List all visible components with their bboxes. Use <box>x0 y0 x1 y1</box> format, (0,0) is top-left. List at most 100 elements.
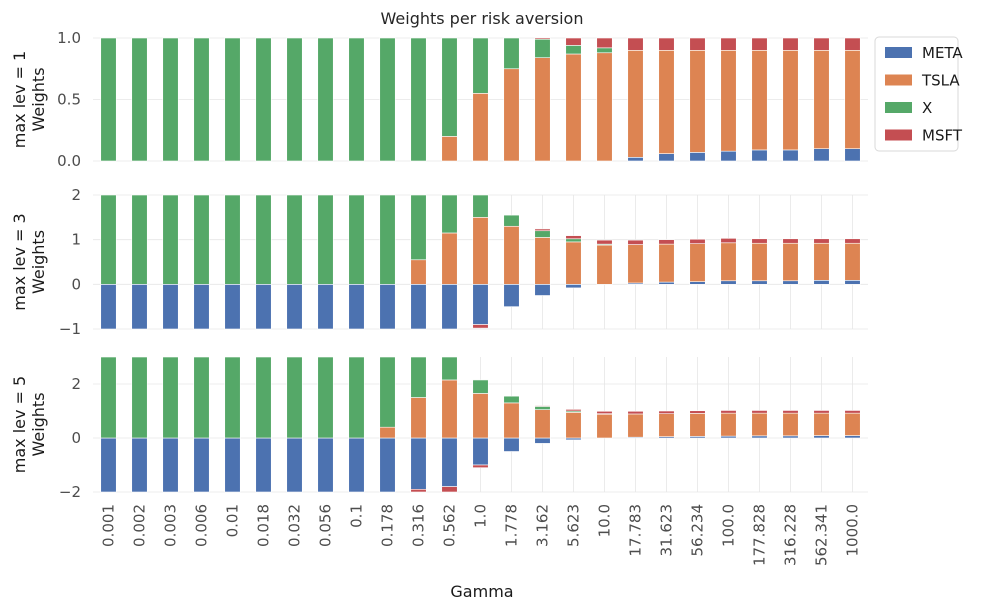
bar-tsla <box>441 379 458 439</box>
bar-meta <box>317 284 334 330</box>
bar-x <box>100 37 117 162</box>
x-tick-label: 5.623 <box>565 504 583 547</box>
bar-x <box>441 356 458 381</box>
bar-x <box>534 406 551 410</box>
bar-meta <box>224 284 241 330</box>
y-tick-label: 0.0 <box>57 152 81 170</box>
bar-tsla <box>689 49 706 153</box>
bar-msft <box>658 37 675 51</box>
bar-msft <box>689 37 706 51</box>
bar-tsla <box>844 412 861 436</box>
bar-tsla <box>751 412 768 437</box>
bar-x <box>286 37 303 162</box>
x-tick-label: 562.341 <box>813 504 831 566</box>
bar-meta <box>658 281 675 285</box>
bar-meta <box>720 280 737 285</box>
bar-meta <box>193 437 210 493</box>
y-tick-label: 2 <box>71 375 81 393</box>
x-tick-label: 0.032 <box>286 504 304 547</box>
bar-msft <box>720 37 737 51</box>
bar-msft <box>596 37 613 49</box>
bar-x <box>472 194 489 218</box>
bar-msft <box>565 37 582 46</box>
bar-msft <box>844 410 861 414</box>
bar-meta <box>193 284 210 330</box>
bar-x <box>100 194 117 285</box>
bar-x <box>131 356 148 439</box>
x-tick-label: 0.006 <box>193 504 211 547</box>
bar-x <box>410 37 427 162</box>
y-tick-label: 0 <box>71 275 81 293</box>
bar-msft <box>813 37 830 51</box>
bar-meta <box>503 437 520 452</box>
x-tick-label: 56.234 <box>689 504 707 557</box>
bar-tsla <box>410 259 427 285</box>
x-tick-label: 0.178 <box>379 504 397 547</box>
x-tick-label: 0.1 <box>348 504 366 528</box>
bar-x <box>379 356 396 428</box>
x-tick-label: 100.0 <box>720 504 738 547</box>
bar-meta <box>503 284 520 307</box>
bar-x <box>441 194 458 234</box>
bar-meta <box>100 284 117 330</box>
bar-msft <box>627 239 644 245</box>
bar-msft <box>844 238 861 244</box>
x-tick-label: 1.778 <box>503 504 521 547</box>
bar-meta <box>627 157 644 162</box>
bar-meta <box>379 284 396 330</box>
bar-msft <box>472 324 489 329</box>
bar-msft <box>534 228 551 232</box>
bar-msft <box>689 410 706 414</box>
bar-tsla <box>844 242 861 281</box>
x-tick-label: 0.562 <box>441 504 459 547</box>
bar-tsla <box>658 243 675 283</box>
bar-meta <box>689 152 706 162</box>
bar-meta <box>751 280 768 285</box>
bar-meta <box>379 437 396 493</box>
panel-1: 0.0 0.5 1.0 max lev = 1Weights <box>10 29 868 170</box>
bar-msft <box>627 37 644 51</box>
bar-x <box>255 194 272 285</box>
bar-meta <box>813 148 830 162</box>
bar-msft <box>627 410 644 415</box>
bar-x <box>348 356 365 439</box>
bar-meta <box>472 284 489 325</box>
bar-tsla <box>379 426 396 439</box>
bar-x <box>565 45 582 55</box>
bar-x <box>162 194 179 285</box>
y-tick-label: 2 <box>71 186 81 204</box>
x-tick-label: 0.001 <box>100 504 118 547</box>
bar-meta <box>751 435 768 439</box>
bar-msft <box>441 486 458 493</box>
bar-tsla <box>596 52 613 162</box>
x-tick-label: 177.828 <box>751 504 769 566</box>
bar-meta <box>782 435 799 439</box>
bar-tsla <box>844 49 861 150</box>
bar-meta <box>844 435 861 439</box>
bar-meta <box>720 150 737 162</box>
bar-tsla <box>720 242 737 282</box>
bar-msft <box>751 37 768 51</box>
bar-x <box>348 194 365 285</box>
legend-label-x: X <box>922 99 932 117</box>
bar-tsla <box>472 217 489 285</box>
bar-msft <box>534 37 551 40</box>
y-axis-label: max lev = 1Weights <box>10 51 48 148</box>
bar-meta <box>689 281 706 285</box>
bar-meta <box>348 284 365 330</box>
bar-tsla <box>782 242 799 282</box>
bar-tsla <box>689 413 706 437</box>
legend-label-msft: MSFT <box>922 127 963 145</box>
x-tick-label: 17.783 <box>627 504 645 557</box>
bar-tsla <box>720 49 737 152</box>
x-axis-label: Gamma <box>450 582 513 601</box>
bar-meta <box>472 437 489 466</box>
bar-meta <box>658 153 675 162</box>
bar-msft <box>534 405 551 407</box>
bar-msft <box>565 235 582 240</box>
bar-x <box>131 37 148 162</box>
legend-label-tsla: TSLA <box>921 72 960 90</box>
bar-meta <box>286 437 303 493</box>
bar-meta <box>565 284 582 289</box>
